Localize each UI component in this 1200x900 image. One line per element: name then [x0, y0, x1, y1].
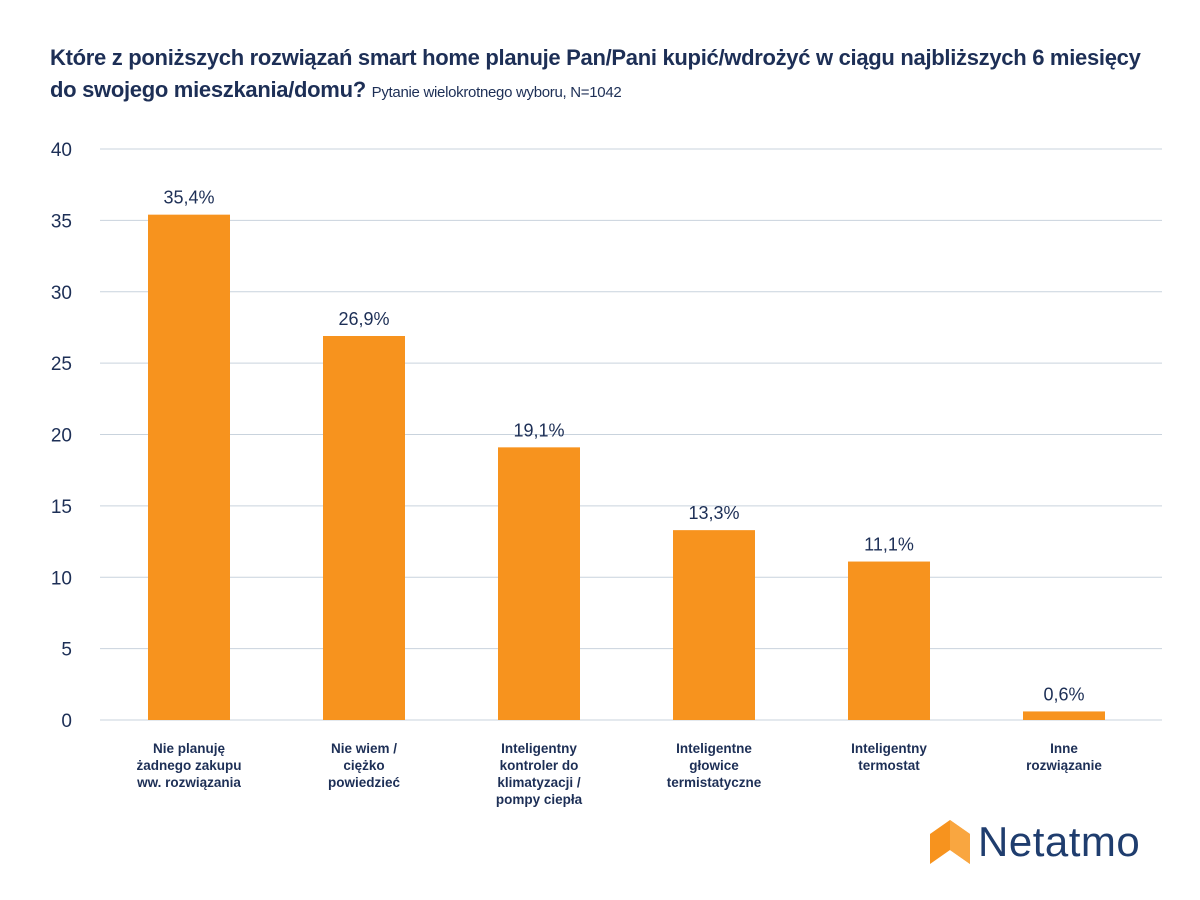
y-tick-label: 40	[51, 140, 72, 161]
y-tick-label: 20	[51, 426, 72, 447]
data-label: 0,6%	[1043, 684, 1084, 704]
y-tick-label: 15	[51, 497, 72, 518]
x-tick-label-line: powiedzieć	[327, 775, 400, 790]
x-tick-label: Inteligentne głowice termistatyczne	[639, 740, 789, 791]
x-tick-label: Nie wiem / ciężko powiedzieć	[289, 740, 439, 791]
bar	[148, 214, 230, 721]
x-tick-label-line: ww. rozwiązania	[137, 775, 241, 790]
x-tick-label-line: rozwiązanie	[1026, 758, 1102, 773]
x-tick-label-line: Inteligentny	[501, 741, 577, 756]
x-tick-label-line: klimatyzacji /	[497, 775, 581, 790]
data-label: 19,1%	[513, 420, 564, 440]
y-tick-label: 0	[61, 711, 72, 732]
x-tick-label-line: Nie wiem /	[330, 741, 398, 756]
data-label: 35,4%	[163, 188, 214, 208]
x-tick-label-line: ciężko	[343, 758, 385, 773]
bar	[848, 561, 930, 720]
chart-subtitle: Pytanie wielokrotnego wyboru, N=1042	[371, 84, 622, 101]
x-tick-label-line: kontroler do	[499, 758, 579, 773]
netatmo-logo: Netatmo	[930, 818, 1140, 866]
chart-title: Które z poniższych rozwiązań smart home …	[50, 42, 1170, 109]
x-tick-label-line: żadnego zakupu	[136, 758, 242, 773]
bar	[498, 447, 580, 720]
y-tick-label: 10	[51, 568, 72, 589]
data-label: 13,3%	[688, 503, 739, 523]
y-tick-label: 35	[51, 211, 72, 232]
y-tick-label: 5	[61, 640, 72, 661]
y-tick-label: 30	[51, 283, 72, 304]
bar	[323, 336, 405, 720]
x-tick-label-line: pompy ciepła	[495, 792, 583, 807]
x-tick-label: Nie planuję żadnego zakupu ww. rozwiązania	[114, 740, 264, 791]
x-tick-label-line: Inteligentny	[851, 741, 927, 756]
x-tick-label: Inne rozwiązanie	[989, 740, 1139, 774]
data-label: 26,9%	[338, 309, 389, 329]
netatmo-house-icon	[930, 820, 970, 864]
x-tick-label-line: termistatyczne	[666, 775, 762, 790]
x-tick-label-line: termostat	[858, 758, 920, 773]
x-tick-label-line: Inteligentne	[676, 741, 752, 756]
bar	[1023, 711, 1105, 720]
x-tick-label-line: Nie planuję	[152, 741, 225, 756]
bar	[673, 530, 755, 720]
x-tick-label: Inteligentny termostat	[814, 740, 964, 774]
x-tick-label-line: Inne	[1050, 741, 1078, 756]
title-text: Które z poniższych rozwiązań smart home …	[50, 45, 1141, 102]
x-tick-label: Inteligentny kontroler do klimatyzacji / po…	[464, 740, 614, 808]
x-tick-label-line: głowice	[689, 758, 739, 773]
data-label: 11,1%	[864, 535, 914, 555]
y-tick-label: 25	[51, 354, 72, 375]
logo-text: Netatmo	[978, 818, 1141, 865]
